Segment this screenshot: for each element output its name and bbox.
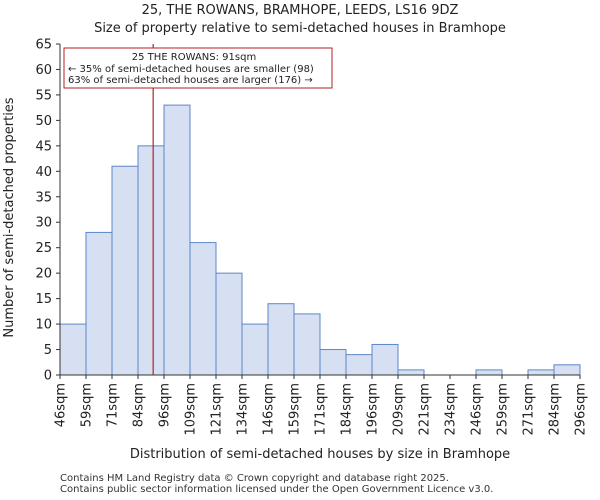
x-tick-label: 134sqm (236, 383, 251, 436)
histogram-bar (527, 369, 555, 376)
x-tick-label: 196sqm (366, 383, 381, 436)
annotation-title: 25 THE ROWANS: 91sqm (132, 52, 256, 63)
histogram-bar (137, 145, 165, 376)
y-axis-title: Number of semi-detached properties (2, 97, 17, 337)
x-tick-label: 159sqm (288, 383, 303, 436)
histogram-bar (293, 313, 321, 376)
histogram-bar (163, 104, 191, 376)
y-tick-label: 30 (35, 216, 52, 231)
histogram-bar (241, 323, 269, 376)
x-tick-label: 96sqm (158, 383, 173, 427)
histogram-bar (345, 354, 373, 376)
y-tick-label: 10 (35, 318, 52, 333)
x-tick-label: 109sqm (184, 383, 199, 436)
histogram-bar (475, 369, 503, 376)
x-tick-label: 121sqm (210, 383, 225, 436)
x-tick-label: 209sqm (392, 383, 407, 436)
histogram-bar (59, 323, 87, 376)
annotation-box (63, 47, 333, 89)
x-tick-label: 59sqm (80, 383, 95, 427)
y-tick-label: 25 (35, 241, 52, 256)
chart-title: 25, THE ROWANS, BRAMHOPE, LEEDS, LS16 9D… (141, 3, 459, 18)
x-tick-label: 171sqm (314, 383, 329, 436)
histogram-bar (85, 231, 113, 376)
y-tick-label: 0 (44, 369, 52, 384)
y-tick-label: 35 (35, 190, 52, 205)
x-tick-label: 271sqm (522, 383, 537, 436)
x-tick-label: 84sqm (132, 383, 147, 427)
histogram-bar (553, 364, 581, 376)
y-tick-label: 60 (35, 63, 52, 78)
x-tick-label: 46sqm (54, 383, 69, 427)
x-tick-label: 296sqm (574, 383, 589, 436)
x-tick-label: 259sqm (496, 383, 511, 436)
histogram-bar (267, 303, 295, 376)
histogram-bar (397, 369, 425, 376)
x-tick-label: 184sqm (340, 383, 355, 436)
y-tick-label: 55 (35, 88, 52, 103)
x-tick-label: 71sqm (106, 383, 121, 427)
histogram-bar (111, 165, 139, 376)
x-tick-label: 246sqm (470, 383, 485, 436)
footer-line-1: Contains HM Land Registry data © Crown c… (60, 473, 449, 484)
x-tick-label: 221sqm (418, 383, 433, 436)
x-tick-label: 284sqm (548, 383, 563, 436)
y-tick-label: 40 (35, 165, 52, 180)
histogram-bar (189, 242, 217, 376)
y-tick-label: 50 (35, 114, 52, 129)
annotation-smaller: ← 35% of semi-detached houses are smalle… (68, 64, 314, 75)
chart-subtitle: Size of property relative to semi-detach… (94, 21, 506, 36)
x-tick-label: 234sqm (444, 383, 459, 436)
y-tick-label: 15 (35, 292, 52, 307)
histogram-bar (319, 349, 347, 376)
histogram-bar (215, 272, 243, 376)
x-tick-label: 146sqm (262, 383, 277, 436)
y-tick-label: 5 (44, 343, 52, 358)
y-tick-label: 20 (35, 267, 52, 282)
y-tick-label: 45 (35, 139, 52, 154)
y-tick-label: 65 (35, 38, 52, 53)
histogram-bar (371, 343, 399, 376)
annotation-larger: 63% of semi-detached houses are larger (… (68, 75, 313, 86)
footer-line-2: Contains public sector information licen… (60, 484, 494, 495)
x-axis-title: Distribution of semi-detached houses by … (130, 447, 510, 462)
